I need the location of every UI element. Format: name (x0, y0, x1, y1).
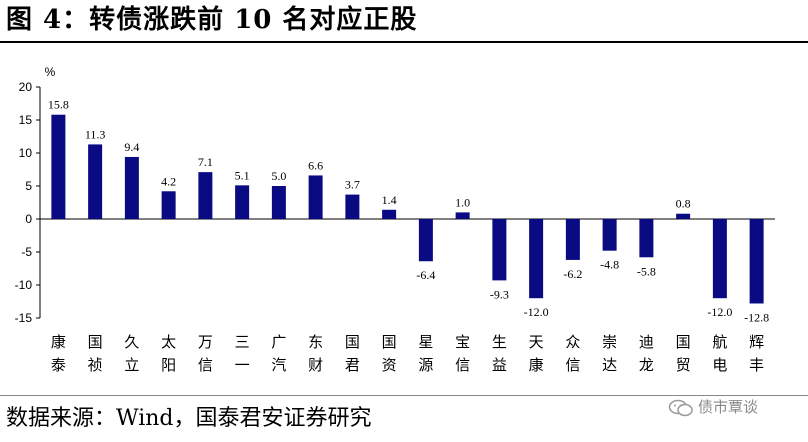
bar (418, 219, 433, 262)
data-label: 4.2 (161, 174, 176, 188)
bar (712, 219, 727, 299)
bar (198, 172, 213, 219)
data-label: 7.1 (198, 155, 213, 169)
x-tick-label: 一 (235, 356, 250, 374)
data-label: -12.0 (707, 305, 732, 319)
bar (308, 175, 323, 219)
watermark: 债市覃谈 (668, 396, 758, 418)
data-label: 1.4 (382, 193, 397, 207)
bar (602, 219, 617, 251)
data-label: 9.4 (124, 140, 139, 154)
x-tick-label: 太 (161, 333, 176, 351)
y-tick-label: 5 (25, 179, 32, 193)
bar (492, 219, 507, 281)
bar (529, 219, 544, 299)
data-label: 0.8 (676, 197, 691, 211)
bar (749, 219, 764, 304)
x-tick-label: 辉 (749, 333, 764, 351)
bar (345, 194, 360, 219)
data-label: -4.8 (600, 258, 619, 272)
x-tick-label: 贸 (676, 356, 691, 374)
x-tick-label: 益 (492, 356, 507, 374)
x-tick-label: 汽 (271, 356, 286, 374)
title-divider (0, 41, 808, 43)
x-tick-label: 源 (418, 356, 433, 374)
data-label: -12.8 (744, 310, 769, 324)
data-label: -9.3 (490, 287, 509, 301)
x-tick-label: 康 (529, 356, 544, 374)
x-tick-label: 国 (382, 333, 397, 351)
y-axis-unit: % (45, 65, 56, 79)
x-tick-label: 久 (124, 333, 139, 351)
y-tick-label: 20 (19, 80, 33, 94)
y-tick-label: 10 (19, 146, 33, 160)
source-divider (0, 395, 808, 396)
x-tick-label: 国 (88, 333, 103, 351)
x-tick-label: 国 (345, 333, 360, 351)
bar (382, 209, 397, 219)
data-label: 6.6 (308, 158, 323, 172)
y-tick-label: -10 (15, 278, 33, 292)
figure-title: 图 4：转债涨跌前 10 名对应正股 (6, 5, 418, 35)
x-tick-label: 广 (271, 333, 286, 351)
x-tick-label: 泰 (51, 356, 66, 374)
chart-bars (51, 114, 764, 304)
x-tick-label: 康 (51, 333, 66, 351)
x-tick-label: 天 (529, 333, 544, 351)
bar (124, 156, 139, 219)
x-tick-label: 万 (198, 333, 213, 351)
x-tick-label: 信 (198, 356, 213, 374)
data-label: 11.3 (85, 127, 106, 141)
bar (639, 219, 654, 258)
data-label: -12.0 (524, 305, 549, 319)
source-note: 数据来源：Wind，国泰君安证券研究 (6, 406, 372, 431)
bar (676, 213, 691, 219)
bar (455, 212, 470, 219)
x-tick-label: 宝 (455, 333, 470, 351)
x-tick-label: 东 (308, 333, 323, 351)
x-tick-label: 信 (455, 356, 470, 374)
x-tick-label: 阳 (161, 356, 176, 374)
y-tick-label: -15 (15, 311, 33, 325)
x-tick-label: 三 (235, 333, 250, 351)
x-tick-label: 祯 (88, 356, 103, 374)
bar (565, 219, 580, 260)
wechat-icon (668, 399, 693, 416)
x-tick-label: 达 (602, 356, 617, 374)
data-label: -6.4 (416, 268, 435, 282)
data-label: 15.8 (48, 98, 69, 112)
y-tick-label: 15 (19, 113, 33, 127)
bar (161, 191, 176, 219)
x-tick-label: 龙 (639, 356, 654, 374)
x-tick-label: 丰 (749, 356, 764, 374)
x-tick-label: 电 (712, 356, 727, 374)
watermark-label: 债市覃谈 (698, 398, 759, 416)
bar (51, 114, 66, 219)
x-tick-label: 众 (565, 333, 580, 351)
x-tick-label: 星 (418, 333, 433, 351)
bar (271, 186, 286, 219)
data-label: 1.0 (455, 195, 470, 209)
x-tick-label: 君 (345, 356, 360, 374)
x-tick-label: 崇 (602, 333, 617, 351)
x-tick-label: 立 (124, 356, 139, 374)
x-tick-label: 生 (492, 333, 507, 351)
data-label: 5.1 (235, 168, 250, 182)
x-tick-label: 信 (565, 356, 580, 374)
bar (235, 185, 250, 219)
x-tick-label: 国 (676, 333, 691, 351)
data-label: 3.7 (345, 178, 360, 192)
bar (88, 144, 103, 219)
chart-labels: 15.8康泰11.3国祯9.4久立4.2太阳7.1万信5.1三一5.0广汽6.6… (48, 98, 769, 374)
x-tick-label: 资 (382, 356, 397, 374)
y-tick-label: -5 (21, 245, 32, 259)
data-label: -6.2 (563, 267, 582, 281)
x-tick-label: 航 (712, 333, 727, 351)
data-label: -5.8 (637, 264, 656, 278)
y-tick-label: 0 (25, 212, 32, 226)
x-tick-label: 迪 (639, 333, 654, 351)
data-label: 5.0 (271, 169, 286, 183)
x-tick-label: 财 (308, 356, 323, 374)
